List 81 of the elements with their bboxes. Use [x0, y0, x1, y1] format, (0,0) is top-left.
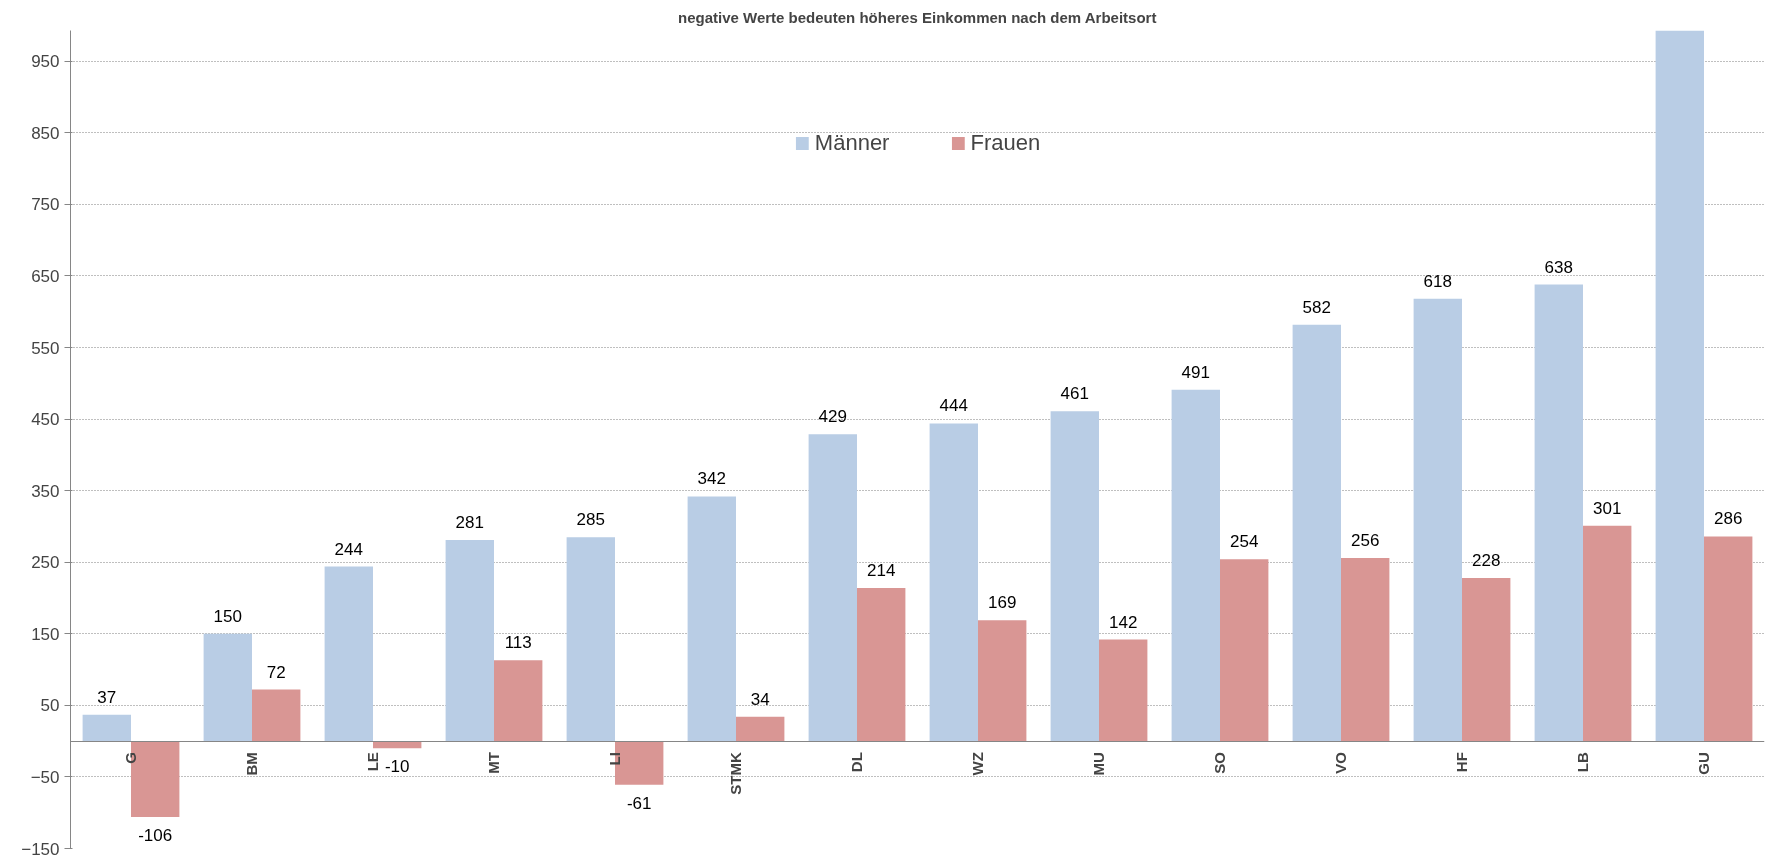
bar	[1099, 639, 1148, 742]
bar	[929, 423, 978, 742]
chart-title: negative Werte bedeuten höheres Einkommen nach dem Arbeitsort	[678, 8, 1157, 26]
data-label: 142	[1109, 612, 1138, 632]
x-tick-label: LI	[606, 752, 624, 766]
data-label: 256	[1351, 530, 1380, 550]
y-tick-label: 950	[31, 52, 60, 72]
x-tick-label: LB	[1574, 751, 1592, 773]
data-label: 582	[1302, 297, 1331, 317]
bar	[82, 714, 131, 742]
x-tick-label: VO	[1332, 751, 1350, 774]
bar	[1171, 389, 1220, 742]
x-tick-label: WZ	[969, 752, 987, 776]
bar	[736, 716, 785, 742]
data-label: 169	[988, 593, 1017, 613]
data-label: 342	[697, 469, 726, 489]
bar	[1220, 559, 1269, 742]
data-label: 72	[266, 662, 286, 682]
y-tick-label: 650	[31, 266, 60, 286]
y-tick-label: 350	[31, 481, 60, 501]
bar	[857, 588, 906, 742]
legend-label: Männer	[814, 130, 890, 156]
y-tick-label: −150	[21, 839, 60, 858]
bar	[203, 633, 252, 742]
bar	[1341, 557, 1390, 742]
bar	[494, 660, 543, 742]
bar	[687, 496, 736, 742]
x-tick-label: HF	[1453, 752, 1471, 773]
data-label: 214	[867, 561, 896, 580]
data-label: -106	[138, 826, 173, 846]
x-tick-label: MU	[1090, 752, 1108, 776]
bar	[1050, 411, 1099, 742]
bar	[324, 566, 373, 742]
data-label: 150	[213, 606, 242, 626]
data-label: 638	[1544, 257, 1573, 277]
bar	[1655, 30, 1704, 742]
data-label: 618	[1423, 271, 1452, 291]
y-tick-label: 750	[31, 195, 60, 215]
bar	[978, 620, 1027, 742]
bar	[1534, 284, 1583, 742]
data-label: 444	[939, 396, 968, 416]
data-label: 429	[818, 407, 847, 427]
data-label: 281	[455, 513, 484, 533]
y-tick-label: −50	[30, 767, 60, 787]
data-label: 113	[504, 633, 532, 653]
data-label: 461	[1060, 384, 1089, 404]
y-tick-label: 250	[31, 553, 60, 573]
data-label: 286	[1714, 509, 1743, 529]
data-label: 34	[750, 689, 770, 709]
y-tick-label: 450	[31, 410, 60, 430]
x-tick-label: G	[122, 752, 140, 764]
legend-label: Frauen	[970, 130, 1041, 156]
data-label: 285	[576, 510, 605, 530]
bar	[1583, 525, 1632, 742]
data-label: 254	[1230, 532, 1259, 552]
data-label: 37	[97, 687, 117, 707]
bar	[445, 540, 494, 742]
data-label: -61	[626, 793, 652, 813]
y-tick-label: 50	[40, 696, 60, 716]
bar	[808, 434, 857, 742]
x-tick-label: SO	[1211, 751, 1229, 774]
bar	[252, 689, 301, 742]
x-tick-label: MT	[485, 752, 503, 774]
x-tick-label: LE	[364, 752, 382, 772]
data-label: -10	[384, 757, 410, 777]
x-tick-label: DL	[848, 752, 866, 773]
data-label: 491	[1181, 362, 1210, 382]
y-tick-label: 850	[31, 123, 60, 143]
data-label: 244	[334, 539, 363, 559]
data-label: 228	[1472, 550, 1501, 570]
y-tick-label: 550	[31, 338, 60, 358]
x-tick-label: STMK	[727, 751, 745, 795]
data-label: 301	[1593, 498, 1622, 518]
x-tick-label: BM	[243, 752, 261, 776]
bar	[1413, 298, 1462, 742]
bar	[566, 537, 615, 742]
bar	[1292, 324, 1341, 742]
bar	[1704, 536, 1753, 742]
x-tick-label: GU	[1695, 752, 1713, 775]
y-tick-label: 150	[31, 624, 60, 644]
bar	[1462, 577, 1511, 742]
